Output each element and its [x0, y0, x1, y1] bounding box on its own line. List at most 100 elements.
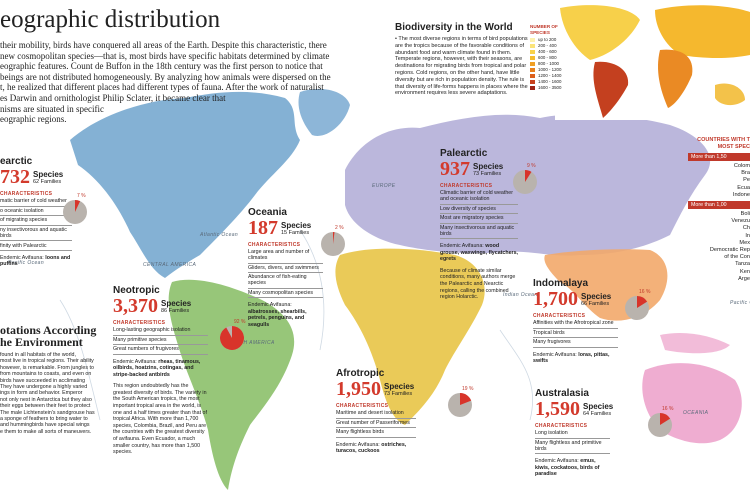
- legend-label: 1400 - 1600: [538, 79, 562, 84]
- share-pie: [513, 170, 537, 194]
- characteristic: Gliders, divers, and swimmers: [248, 264, 323, 274]
- region-name: Australasia: [535, 388, 589, 399]
- adapt-line: most live in tropical regions. Their abi…: [0, 358, 94, 365]
- adapt-line: ings in form and behavior. Emperor: [0, 390, 83, 397]
- adapt-line: their eggs between their feet to protect: [0, 403, 91, 410]
- legend-swatch: [530, 80, 535, 84]
- north-america: [70, 91, 300, 278]
- countries-group-label: More than 1,00: [688, 201, 750, 210]
- families: 66 Families: [581, 301, 610, 307]
- country: Arge: [738, 275, 750, 282]
- small-map-eurasia: [655, 5, 750, 59]
- species-row: 732 Species 62 Families: [0, 167, 72, 187]
- country: Ecua: [737, 184, 750, 191]
- characteristic: Abundance of fish-eating species: [248, 273, 323, 289]
- country: Indone: [732, 191, 750, 198]
- new-guinea: [660, 333, 730, 354]
- region: earctic 732 Species 62 Families CHARACTERIST…: [0, 156, 72, 268]
- adapt-line: from mountains to coasts, and even on: [0, 371, 92, 378]
- endemic-birds: emus, kiwis, cockatoos, birds of paradis…: [535, 458, 600, 478]
- country: Bra: [741, 170, 750, 177]
- species-count: 1,700: [533, 288, 578, 310]
- endemic: Endemic Avifauna: albatrosses, shearbill…: [248, 302, 323, 328]
- adapt-title: otations According: [0, 323, 97, 337]
- endemic-birds: ostriches, turacos, cuckoos: [336, 441, 407, 455]
- legend-swatch: [530, 44, 535, 48]
- share-pie: [321, 232, 345, 256]
- characteristic: Great number of Passeriformes: [336, 419, 416, 429]
- species-row: 3,370 Species 86 Families: [113, 296, 208, 316]
- adapt-line: a sponge of feathers to bring water to: [0, 416, 88, 423]
- adaptations: otations According he Environment found in…: [0, 324, 96, 435]
- species-meta: Species 15 Families: [281, 221, 311, 236]
- biodiversity: Biodiversity in the World • The most dive…: [395, 22, 530, 97]
- legend-label: 600 - 800: [538, 55, 557, 60]
- countries-list: Boli Venezu Ch In Mex Democratic Rep of the Co…: [688, 211, 750, 283]
- endemic-label: Endemic Avifauna:: [248, 302, 292, 309]
- country: Boli: [740, 211, 750, 218]
- species-meta: Species 86 Families: [161, 299, 191, 314]
- legend-label: up to 200: [538, 37, 557, 42]
- region: Neotropic 3,370 Species 86 Families CHARACTE…: [113, 285, 208, 456]
- legend-swatch: [530, 56, 535, 60]
- characteristic: Many frugivores: [533, 338, 618, 348]
- intro-line: nisms are situated in specific: [0, 103, 104, 114]
- region: Afrotropic 1,950 Species 73 Families CHARACT…: [336, 368, 416, 455]
- legend-swatch: [530, 74, 535, 78]
- species-row: 937 Species 73 Families: [440, 159, 518, 179]
- species-count: 1,590: [535, 398, 580, 420]
- countries-title: COUNTRIES WITH T: [697, 137, 750, 143]
- share-pie: [63, 200, 87, 224]
- characteristics-title: CHARACTERISTICS: [248, 242, 301, 248]
- species-word: Species: [583, 402, 614, 411]
- characteristic: Maritime and desert isolation: [336, 409, 416, 419]
- characteristic: matic barrier of cold weather: [0, 197, 72, 207]
- map-label: OCEANIA: [683, 410, 709, 416]
- characteristics-title: CHARACTERISTICS: [533, 313, 586, 319]
- country: Ch: [742, 225, 750, 232]
- endemic: Endemic Avifauna: wood grouse, waxwings,…: [440, 243, 518, 263]
- characteristic: Large area and number of climates: [248, 248, 323, 264]
- endemic-label: Endemic Avifauna:: [113, 358, 157, 365]
- characteristic: Many flightless and primitive birds: [535, 439, 610, 455]
- countries-title: MOST SPEC: [717, 144, 750, 150]
- characteristic: Many insectivorous and aquatic birds: [440, 224, 518, 240]
- legend: NUMBER OF SPECIES up to 200 200 - 400 400 -…: [530, 24, 561, 91]
- adapt-line: e them to make all sorts of maneuvers.: [0, 428, 92, 435]
- legend-item: 1200 - 1400: [530, 73, 561, 79]
- legend-item: up to 200: [530, 37, 561, 43]
- characteristics-title: CHARACTERISTICS: [336, 403, 389, 409]
- characteristic: Climatic barrier of cold weather and oce…: [440, 189, 518, 205]
- greenland: [298, 88, 350, 136]
- region-name: Afrotropic: [336, 368, 385, 379]
- share-pie: [448, 393, 472, 417]
- characteristics-title: CHARACTERISTICS: [0, 191, 53, 197]
- country: Venezu: [731, 218, 750, 225]
- endemic: Endemic Avifauna: loras, pittas, swifts: [533, 352, 618, 365]
- region-name: Indomalaya: [533, 278, 589, 289]
- legend-swatch: [530, 38, 535, 42]
- legend-item: 800 - 1000: [530, 61, 561, 67]
- characteristic: Many primitive species: [113, 336, 208, 346]
- adapt-line: not only nest in Antarctica but they als…: [0, 396, 92, 403]
- species-meta: Species 73 Families: [473, 162, 503, 177]
- legend-item: 1600 - 3500: [530, 85, 561, 91]
- pie-slice: [460, 393, 472, 405]
- share-label: 7 %: [77, 193, 86, 199]
- species-row: 187 Species 15 Families: [248, 218, 323, 238]
- title: eographic distribution: [0, 6, 221, 33]
- characteristic: finity with Palearctic: [0, 241, 72, 251]
- countries-group-label: More than 1,50: [688, 153, 750, 161]
- map-label: Atlantic Ocean: [200, 232, 239, 238]
- endemic-birds: albatrosses, shearbills, petrels, pengui…: [248, 308, 307, 328]
- families: 73 Families: [384, 391, 413, 397]
- region: Indomalaya 1,700 Species 66 Families CHARACT…: [533, 278, 618, 365]
- adapt-text: found in all habitats of the world, most …: [0, 352, 96, 435]
- intro: their mobility, birds have conquered all…: [0, 40, 331, 125]
- characteristic: Many flightless birds: [336, 428, 416, 438]
- characteristic: Great numbers of frugivores: [113, 345, 208, 355]
- country: In: [745, 232, 750, 239]
- legend-label: 1600 - 3500: [538, 85, 562, 90]
- characteristic: Affinities with the Afrotropical zone: [533, 319, 618, 329]
